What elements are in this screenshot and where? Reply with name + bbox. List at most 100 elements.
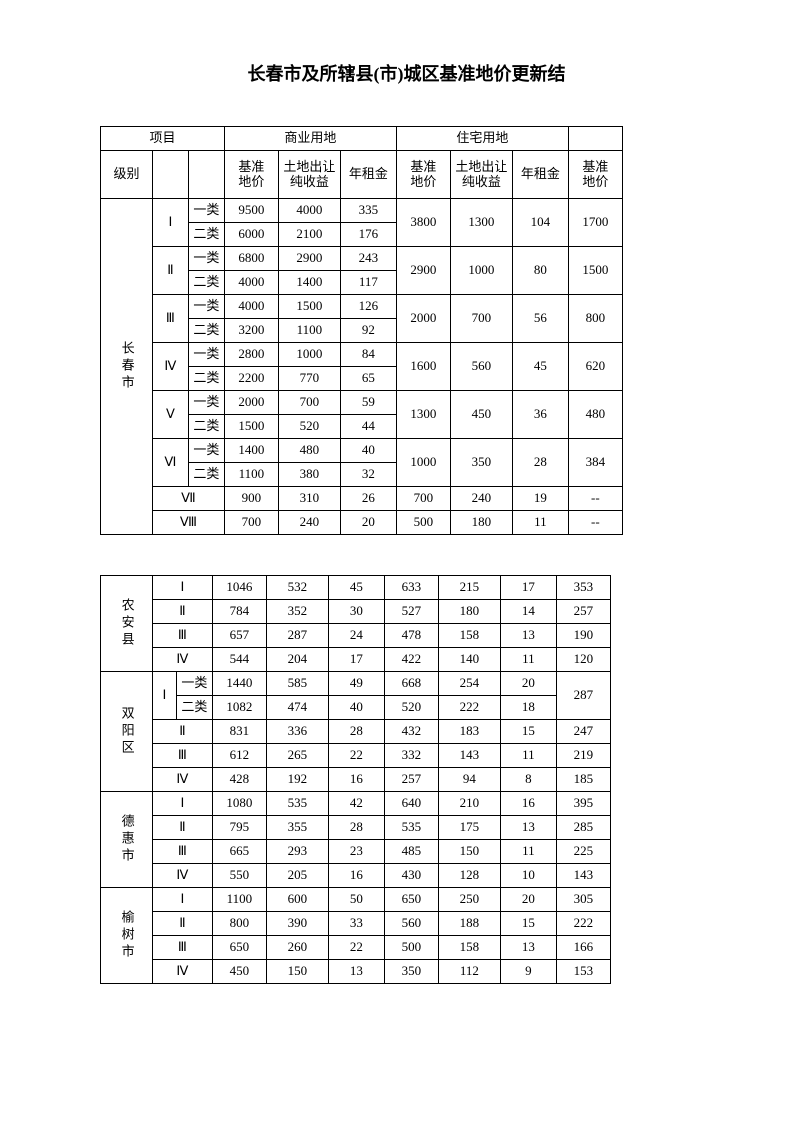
level-roman: Ⅳ [152, 960, 212, 984]
cell: 158 [438, 624, 500, 648]
cell: 3800 [396, 199, 450, 247]
cell: 640 [384, 792, 438, 816]
cell: 10 [500, 864, 556, 888]
cell: 15 [500, 912, 556, 936]
cell: 2000 [224, 391, 278, 415]
cell: 474 [266, 696, 328, 720]
subclass-a: 一类 [188, 199, 224, 223]
cell: 550 [212, 864, 266, 888]
cell: 422 [384, 648, 438, 672]
cell: 183 [438, 720, 500, 744]
cell: 450 [212, 960, 266, 984]
cell: 2000 [396, 295, 450, 343]
cell: 665 [212, 840, 266, 864]
cell: 620 [568, 343, 622, 391]
level-roman: Ⅱ [152, 912, 212, 936]
cell: 243 [340, 247, 396, 271]
cell: 2800 [224, 343, 278, 367]
subclass-b: 二类 [188, 367, 224, 391]
region-shuangyang: 双阳区 [101, 672, 153, 792]
cell: 192 [266, 768, 328, 792]
cell: 1700 [568, 199, 622, 247]
cell: 350 [450, 439, 512, 487]
cell: 544 [212, 648, 266, 672]
region-dehui: 德惠市 [101, 792, 153, 888]
cell: 480 [568, 391, 622, 439]
cell: 28 [512, 439, 568, 487]
cell: 784 [212, 600, 266, 624]
cell: 395 [556, 792, 610, 816]
header-annual-rent: 年租金 [512, 151, 568, 199]
cell: 15 [500, 720, 556, 744]
cell: 257 [556, 600, 610, 624]
cell: 250 [438, 888, 500, 912]
cell: 350 [384, 960, 438, 984]
cell: 600 [266, 888, 328, 912]
cell: 1082 [212, 696, 266, 720]
cell: 50 [328, 888, 384, 912]
cell: 140 [438, 648, 500, 672]
cell: 293 [266, 840, 328, 864]
cell: 84 [340, 343, 396, 367]
cell: 80 [512, 247, 568, 295]
cell: 166 [556, 936, 610, 960]
cell: 1500 [278, 295, 340, 319]
cell: 9 [500, 960, 556, 984]
cell: 11 [500, 744, 556, 768]
cell: 150 [438, 840, 500, 864]
page-title: 长春市及所辖县(市)城区基准地价更新结 [100, 60, 793, 86]
cell: 24 [328, 624, 384, 648]
cell: 265 [266, 744, 328, 768]
cell: -- [568, 487, 622, 511]
cell: 16 [328, 864, 384, 888]
cell: 13 [500, 624, 556, 648]
cell: 1046 [212, 576, 266, 600]
level-roman: Ⅳ [152, 648, 212, 672]
cell: 352 [266, 600, 328, 624]
cell: 40 [328, 696, 384, 720]
cell: 11 [500, 840, 556, 864]
cell: 188 [438, 912, 500, 936]
cell: 11 [512, 511, 568, 535]
cell: 117 [340, 271, 396, 295]
subclass-b: 二类 [188, 319, 224, 343]
cell: 285 [556, 816, 610, 840]
cell: 287 [556, 672, 610, 720]
level-roman: Ⅱ [152, 720, 212, 744]
cell: 13 [328, 960, 384, 984]
cell: 535 [384, 816, 438, 840]
cell: 480 [278, 439, 340, 463]
cell: 9500 [224, 199, 278, 223]
cell: 795 [212, 816, 266, 840]
cell: 520 [278, 415, 340, 439]
cell: 45 [512, 343, 568, 391]
header-base-price: 基准地价 [568, 151, 622, 199]
cell: 831 [212, 720, 266, 744]
changchun-table: 项目 商业用地 住宅用地 级别 基准地价 土地出让纯收益 年租金 基准地价 土地… [100, 126, 623, 535]
cell: 222 [438, 696, 500, 720]
cell: 700 [278, 391, 340, 415]
header-project: 项目 [101, 127, 225, 151]
cell: 222 [556, 912, 610, 936]
cell: 450 [450, 391, 512, 439]
cell: 527 [384, 600, 438, 624]
level-roman: Ⅱ [152, 247, 188, 295]
cell: 14 [500, 600, 556, 624]
level-roman: Ⅱ [152, 816, 212, 840]
cell: 128 [438, 864, 500, 888]
cell: 428 [212, 768, 266, 792]
cell: 1000 [450, 247, 512, 295]
region-yushu: 榆树市 [101, 888, 153, 984]
cell: 225 [556, 840, 610, 864]
cell: 657 [212, 624, 266, 648]
cell: 176 [340, 223, 396, 247]
cell: 30 [328, 600, 384, 624]
cell: 1080 [212, 792, 266, 816]
level-roman: Ⅷ [152, 511, 224, 535]
level-roman: Ⅳ [152, 864, 212, 888]
header-annual-rent: 年租金 [340, 151, 396, 199]
level-roman: Ⅵ [152, 439, 188, 487]
cell: 380 [278, 463, 340, 487]
cell: 478 [384, 624, 438, 648]
cell: 900 [224, 487, 278, 511]
